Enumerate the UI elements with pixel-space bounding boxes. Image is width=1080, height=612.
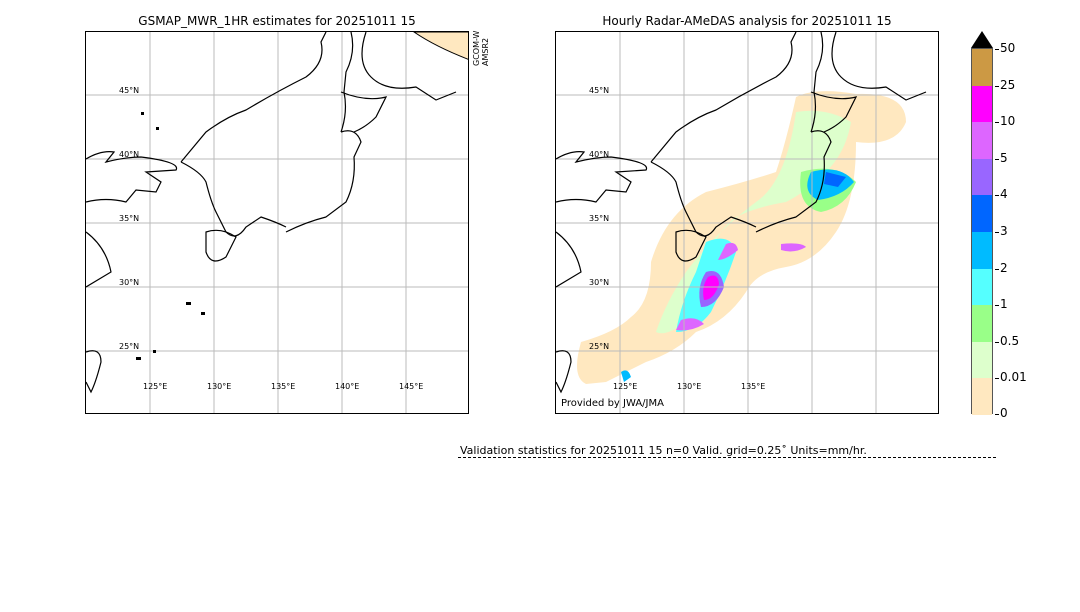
lat-label-25: 25°N <box>589 342 610 351</box>
colorbar-tick: 1 <box>995 297 1008 311</box>
lat-label-25: 25°N <box>119 342 140 351</box>
colorbar-band-5-10 <box>972 122 992 159</box>
validation-statistics: Validation statistics for 20251011 15 n=… <box>460 444 867 457</box>
data-credit: Provided by JWA/JMA <box>561 398 664 409</box>
colorbar-band-0.01-0.5 <box>972 341 992 379</box>
left-map-graphic <box>86 32 468 413</box>
lon-label-125: 125°E <box>613 382 638 391</box>
colorbar-tick: 2 <box>995 261 1008 275</box>
satellite-name: GCOM-W <box>472 30 481 66</box>
colorbar-band-3-4 <box>972 195 992 232</box>
colorbar-band-0-0.01 <box>972 378 992 415</box>
colorbar-tick: 0.5 <box>994 334 1020 348</box>
lat-label-35: 35°N <box>119 214 140 223</box>
lat-label-40: 40°N <box>119 150 140 159</box>
colorbar-band-2-3 <box>972 231 992 269</box>
lon-label-130: 130°E <box>677 382 702 391</box>
colorbar-tick: 4 <box>995 187 1008 201</box>
left-map: 45°N 40°N 35°N 30°N 25°N 125°E 130°E 135… <box>85 31 469 414</box>
colorbar <box>971 48 993 415</box>
lon-label-140: 140°E <box>335 382 360 391</box>
lat-label-30: 30°N <box>589 278 610 287</box>
lat-label-35: 35°N <box>589 214 610 223</box>
lon-label-145: 145°E <box>399 382 424 391</box>
colorbar-band-25-50 <box>972 49 992 86</box>
lon-label-135: 135°E <box>271 382 296 391</box>
colorbar-tick: 25 <box>994 78 1016 92</box>
sensor-name: AMSR2 <box>481 37 490 66</box>
satellite-label: GCOM-W AMSR2 <box>472 31 490 66</box>
right-map-title: Hourly Radar-AMeDAS analysis for 2025101… <box>602 14 892 28</box>
lat-label-45: 45°N <box>119 86 140 95</box>
colorbar-tick: 0 <box>995 406 1008 420</box>
lat-label-30: 30°N <box>119 278 140 287</box>
right-map-graphic <box>556 32 938 413</box>
lon-label-130: 130°E <box>207 382 232 391</box>
colorbar-band-10-25 <box>972 85 992 123</box>
colorbar-band-0.5-1 <box>972 305 992 342</box>
left-map-title: GSMAP_MWR_1HR estimates for 20251011 15 <box>138 14 416 28</box>
colorbar-tick: 50 <box>994 41 1016 55</box>
colorbar-tick: 10 <box>994 114 1016 128</box>
colorbar-tick: 0.01 <box>995 370 1027 384</box>
validation-divider <box>458 457 996 458</box>
colorbar-extend-arrow-icon <box>971 31 993 48</box>
colorbar-band-1-2 <box>972 268 992 306</box>
lon-label-125: 125°E <box>143 382 168 391</box>
colorbar-tick: 5 <box>995 151 1008 165</box>
lat-label-40: 40°N <box>589 150 610 159</box>
colorbar-band-4-5 <box>972 158 992 196</box>
lat-label-45: 45°N <box>589 86 610 95</box>
right-map: 45°N 40°N 35°N 30°N 25°N 125°E 130°E 135… <box>555 31 939 414</box>
colorbar-tick: 3 <box>995 224 1008 238</box>
lon-label-135: 135°E <box>741 382 766 391</box>
